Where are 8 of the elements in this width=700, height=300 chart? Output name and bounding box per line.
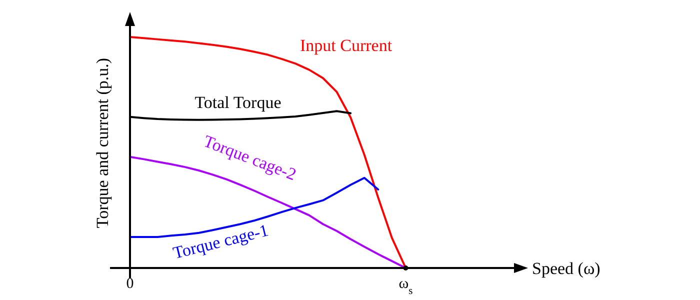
x-tick-label: 0	[126, 276, 134, 292]
series-label: Input Current	[300, 36, 392, 55]
text: Torque cage-2	[201, 132, 299, 184]
y-axis-title: Torque and current (p.u.)	[93, 58, 112, 228]
text: Torque cage-1	[171, 220, 270, 263]
series-label: Total Torque	[194, 93, 282, 112]
x-tick-label: ω$_{s}$	[398, 276, 413, 296]
x-axis-title: Speed (ω)	[532, 259, 600, 278]
